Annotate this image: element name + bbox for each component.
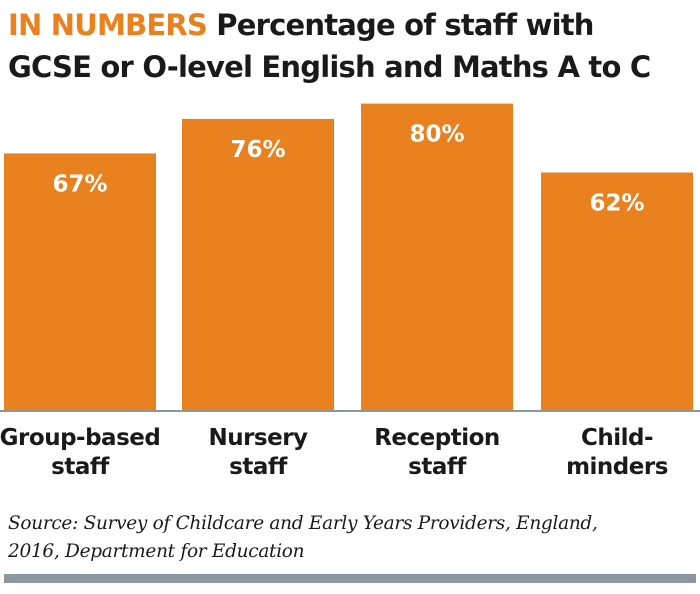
category-label-2: Nursery staff [170, 424, 346, 482]
source-note: Source: Survey of Childcare and Early Ye… [8, 510, 698, 566]
bar-4 [541, 172, 693, 410]
category-label-3-line-2: staff [408, 454, 466, 480]
bar-value-label-1: 67% [52, 171, 107, 197]
bar-value-label-2: 76% [230, 137, 285, 163]
category-label-1: Group-based staff [0, 424, 168, 482]
chart-title-line-2: GCSE or O-level English and Maths A to C [8, 50, 651, 84]
bar-2 [182, 118, 334, 411]
category-label-1-line-2: staff [51, 454, 109, 480]
category-label-2-line-2: staff [229, 454, 287, 480]
chart-title: IN NUMBERS Percentage of staff with GCSE… [8, 4, 698, 88]
bar-1 [4, 153, 156, 410]
bar-chart: 67% 76% 80% 62% [0, 103, 700, 412]
bar-value-label-4: 62% [589, 191, 644, 217]
category-label-1-line-1: Group-based [0, 425, 161, 451]
chart-title-line-1: IN NUMBERS Percentage of staff with [8, 4, 698, 46]
category-label-4: Child-minders [529, 424, 700, 482]
bars-group [4, 103, 693, 411]
source-line-2: 2016, Department for Education [8, 541, 305, 562]
chart-kicker: IN NUMBERS [8, 8, 208, 42]
category-label-4-line-1: Child- [580, 425, 654, 451]
bar-3 [361, 103, 513, 410]
category-label-4-line-2: minders [566, 454, 668, 480]
category-label-3-line-1: Reception [374, 425, 500, 451]
value-labels-group: 67% 76% 80% 62% [52, 122, 644, 217]
chart-title-text-1: Percentage of staff with [216, 8, 594, 42]
source-line-1: Source: Survey of Childcare and Early Ye… [8, 513, 598, 534]
category-label-2-line-1: Nursery [208, 425, 308, 451]
footer-rule [4, 574, 696, 583]
category-label-3: Reception staff [349, 424, 525, 482]
bar-value-label-3: 80% [409, 122, 464, 148]
